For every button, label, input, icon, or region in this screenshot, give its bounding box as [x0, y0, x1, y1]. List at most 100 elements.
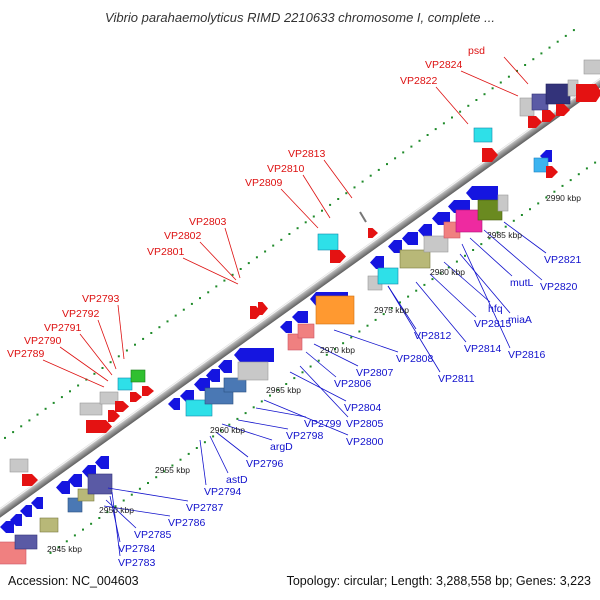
gc-dot-inner: [561, 184, 564, 187]
chromosome-backbone: [0, 68, 600, 524]
gc-dot-outer: [4, 436, 6, 439]
feature-track: [0, 59, 600, 565]
gene-box-magenta: [455, 209, 483, 233]
label-leader-line: [199, 439, 207, 486]
gc-dot-outer: [166, 320, 169, 323]
label-leader-line: [503, 221, 547, 254]
gc-dot-inner: [545, 196, 548, 199]
gene-box-grey: [79, 402, 103, 416]
gc-dot-outer: [134, 343, 136, 346]
gene-label: VP2792: [62, 308, 100, 320]
gene-label: VP2793: [82, 293, 120, 305]
label-leader-line: [415, 281, 467, 343]
chromosome-band-highlight: [0, 69, 600, 518]
gc-dot-outer: [77, 384, 80, 387]
gc-dot-inner: [138, 487, 141, 490]
gene-label: VP2812: [414, 330, 452, 342]
gc-dot-inner: [334, 348, 336, 350]
label-leader-line: [305, 351, 337, 378]
gc-dot-outer: [142, 337, 145, 340]
gc-dot-inner: [472, 249, 475, 251]
label-leader-line: [443, 261, 491, 303]
gene-box-slate: [87, 473, 113, 495]
gc-dot-inner: [269, 394, 271, 397]
reverse-gene-arrow: [168, 398, 180, 410]
gc-dot-outer: [540, 52, 543, 55]
reverse-gene-arrow: [95, 456, 109, 469]
forward-gene-arrow: [368, 228, 378, 238]
gc-dot-inner: [147, 482, 149, 484]
gene-box-green: [130, 369, 146, 383]
gene-label: VP2794: [204, 486, 242, 498]
label-leader-line: [387, 285, 441, 373]
gc-dot-outer: [361, 180, 364, 183]
gene-label: VP2800: [346, 436, 384, 448]
forward-gene-arrow: [108, 410, 120, 422]
gene-label: VP2810: [267, 163, 305, 175]
gc-dot-inner: [122, 499, 125, 502]
scale-tick-label: 2990 kbp: [546, 193, 581, 203]
gene-box-grey: [99, 391, 119, 405]
label-leader-line: [483, 229, 543, 281]
gc-dot-inner: [504, 225, 507, 228]
forward-gene-arrow: [22, 474, 38, 486]
gc-dot-outer: [36, 413, 39, 416]
gene-label: VP2814: [464, 343, 502, 355]
gene-box-skyblue: [533, 157, 549, 173]
gc-dot-outer: [44, 407, 47, 410]
scale-ticks: 2945 kbp 2950 kbp 2955 kbp 2960 kbp 2965 kbp…: [47, 193, 581, 554]
gc-dot-outer: [386, 163, 388, 166]
label-leader-line: [59, 346, 109, 382]
gc-dot-inner: [309, 365, 312, 368]
gene-label: psd: [468, 45, 485, 57]
gene-label: VP2811: [438, 373, 475, 385]
gc-dot-inner: [179, 458, 182, 461]
gc-dot-inner: [553, 190, 556, 193]
gc-dot-inner: [65, 540, 68, 543]
gc-dot-inner: [390, 307, 393, 310]
reverse-gene-arrow: [218, 360, 232, 373]
label-leader-line: [333, 329, 399, 353]
gc-dot-outer: [434, 128, 437, 131]
gene-label: VP2807: [356, 367, 394, 379]
gene-box-cyan: [377, 267, 399, 285]
gene-box-orange: [315, 295, 355, 325]
gc-dot-outer: [117, 355, 120, 358]
gene-label: VP2785: [134, 529, 172, 541]
gc-dot-outer: [12, 431, 15, 434]
gc-dot-outer: [499, 81, 502, 84]
scale-tick-label: 2975 kbp: [374, 305, 409, 315]
label-leader-line: [117, 304, 125, 360]
gene-box-olive: [399, 249, 431, 269]
map-title: Vibrio parahaemolyticus RIMD 2210633 chr…: [105, 10, 495, 25]
gc-dot-inner: [252, 406, 255, 409]
label-leader-line: [459, 253, 511, 314]
gc-dot-inner: [366, 324, 369, 327]
gc-dot-outer: [280, 238, 283, 241]
gc-dot-outer: [60, 396, 63, 399]
label-leader-lines: [42, 56, 547, 557]
forward-gene-arrow: [130, 392, 142, 402]
gc-dot-inner: [220, 429, 223, 432]
gc-dot-outer: [182, 308, 185, 311]
gc-dot-outer: [239, 268, 242, 270]
gene-label: VP2796: [246, 458, 284, 470]
reverse-gene-arrow: [31, 497, 43, 509]
gc-dot-inner: [73, 534, 76, 537]
reverse-gene-arrow: [418, 224, 432, 237]
chromosome-band-body: [0, 68, 600, 524]
gene-box-navy: [545, 83, 571, 105]
gc-dot-outer: [255, 256, 258, 259]
gc-dot-outer: [312, 215, 315, 218]
reverse-gene-arrow: [0, 521, 14, 533]
gene-label: astD: [226, 474, 248, 486]
gc-dot-inner: [537, 202, 540, 205]
gene-label: miaA: [508, 314, 532, 326]
gc-dot-outer: [329, 203, 332, 206]
label-leader-line: [105, 499, 137, 529]
label-leader-line: [79, 333, 113, 376]
gc-dot-outer: [28, 419, 31, 422]
gc-dot-outer: [491, 87, 494, 90]
label-leader-line: [255, 407, 307, 418]
